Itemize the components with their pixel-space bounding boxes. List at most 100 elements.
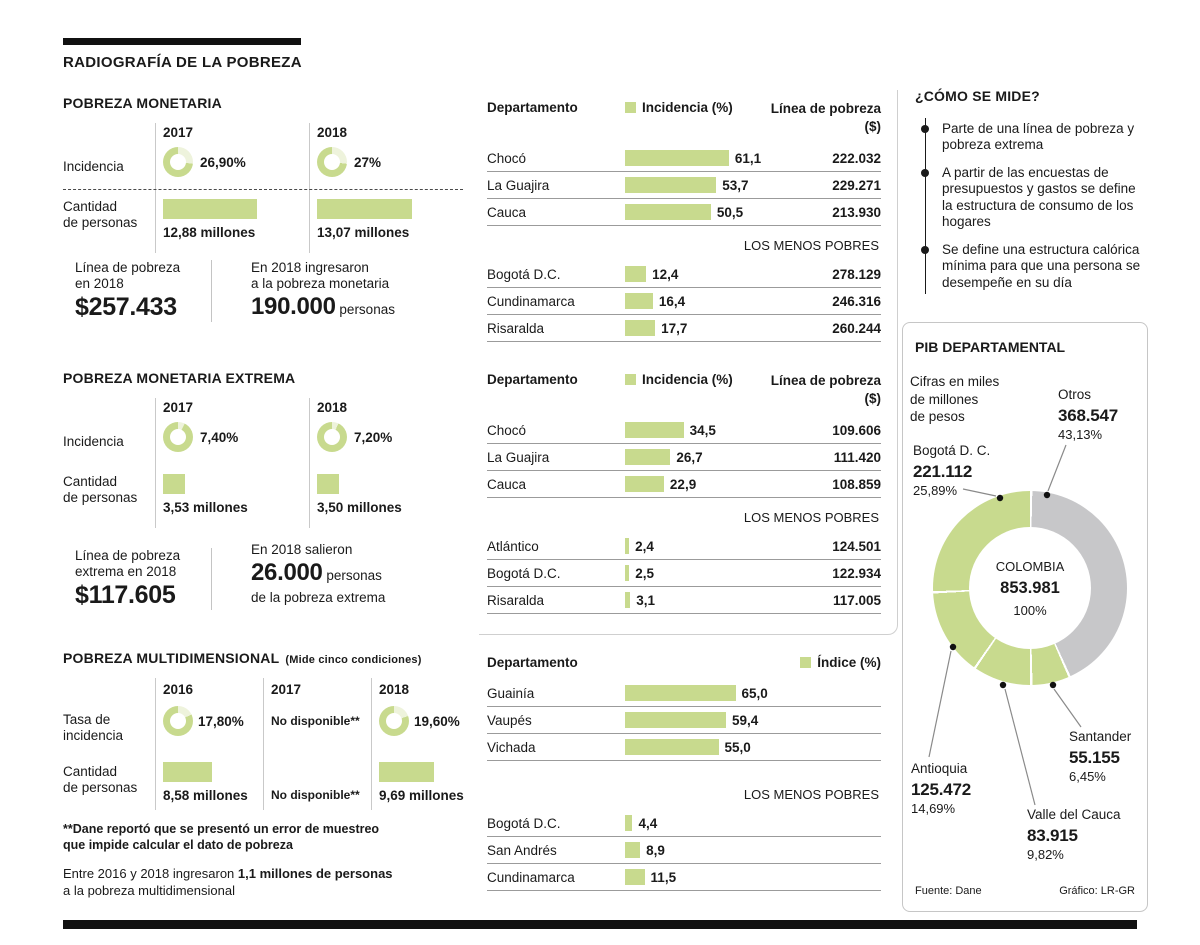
footer-rule <box>63 920 1137 929</box>
cantidad-value-2018: 9,69 millones <box>379 788 464 803</box>
pib-subtitle-line3: de pesos <box>910 409 965 425</box>
table-row: Atlántico 2,4 124.501 <box>487 533 881 561</box>
slice-name: Antioquia <box>911 761 968 776</box>
section-title-text: POBREZA MONETARIA EXTREMA <box>63 370 296 386</box>
row-value: 16,4 <box>658 293 686 309</box>
center-value: 853.981 <box>1000 578 1060 597</box>
table-pobreza-monetaria: Departamento Incidencia (%) Línea de pob… <box>487 100 881 343</box>
row-name: Cundinamarca <box>487 869 575 885</box>
row-bar <box>625 266 647 283</box>
tasa-donut-2016 <box>163 706 193 736</box>
year-label-2017: 2017 <box>271 682 302 697</box>
row-value: 53,7 <box>722 177 749 193</box>
col-incidencia: Incidencia (%) <box>625 100 733 115</box>
table-row: Cauca 22,9 108.859 <box>487 471 881 499</box>
cantidad-bar-2016 <box>163 762 212 782</box>
row-linea: 108.859 <box>832 476 881 492</box>
column-divider <box>371 678 372 810</box>
slice-percent: 25,89% <box>913 483 958 499</box>
source-credit: Fuente: Dane <box>915 885 982 897</box>
linea-pobreza-value: $257.433 <box>75 293 177 321</box>
bullet-item: Parte de una línea de pobreza y pobreza … <box>921 121 1144 154</box>
linea-pobreza-value: $117.605 <box>75 581 176 609</box>
row-name: Cundinamarca <box>487 293 575 309</box>
bullet-text: Se define una estructura calórica mínima… <box>942 241 1141 290</box>
section-pobreza-monetaria: POBREZA MONETARIA 2017 2018 Incidencia 2… <box>63 95 475 360</box>
slice-value: 368.547 <box>1058 405 1119 425</box>
row-name: La Guajira <box>487 177 550 193</box>
nota-big-value: 26.000 <box>251 559 323 586</box>
row-value: 4,4 <box>638 815 658 831</box>
column-divider <box>309 398 310 528</box>
table-row: Bogotá D.C. 4,4 <box>487 810 881 837</box>
row-bar <box>625 293 653 310</box>
row-value: 8,9 <box>646 842 665 858</box>
row-name: San Andrés <box>487 842 557 858</box>
table-row: Cundinamarca 11,5 <box>487 864 881 891</box>
cantidad-label-line2: de personas <box>63 490 138 506</box>
linea-pobreza-line1: Línea de pobreza <box>75 548 181 563</box>
dashed-separator <box>63 189 463 190</box>
year-label-2018: 2018 <box>317 400 348 415</box>
nota-big-row: 190.000 personas <box>251 293 395 321</box>
nota-line2: de la pobreza extrema <box>251 590 386 605</box>
row-name: Chocó <box>487 422 527 438</box>
slice-percent: 14,69% <box>911 801 956 817</box>
col-linea-line1: Línea de pobreza <box>770 101 881 116</box>
los-menos-pobres-label: LOS MENOS POBRES <box>743 787 879 802</box>
col-linea-line2: ($) <box>864 390 882 406</box>
col-departamento: Departamento <box>487 100 578 115</box>
section-subtitle: (Mide cinco condiciones) <box>285 654 422 666</box>
row-name: Guainía <box>487 685 535 701</box>
bullet-list: Parte de una línea de pobreza y pobreza … <box>921 118 1155 295</box>
cantidad-bar-2018 <box>317 199 413 219</box>
row-linea: 109.606 <box>832 422 881 438</box>
cantidad-nodata-2017: No disponible** <box>271 788 360 802</box>
year-label-2016: 2016 <box>163 682 194 697</box>
linea-pobreza-line1: Línea de pobreza <box>75 260 181 275</box>
col-incidencia-label: Incidencia (%) <box>642 100 733 115</box>
table-row: La Guajira 53,7 229.271 <box>487 172 881 200</box>
section-title: POBREZA MONETARIA <box>63 95 475 111</box>
incidencia-value-2018: 7,20% <box>354 430 393 445</box>
los-menos-pobres-label: LOS MENOS POBRES <box>743 238 879 254</box>
table-pobreza-extrema: Departamento Incidencia (%) Línea de pob… <box>487 372 882 615</box>
year-label-2018: 2018 <box>379 682 410 697</box>
cantidad-value-2016: 8,58 millones <box>163 788 248 803</box>
incidencia-donut-2017 <box>163 147 193 177</box>
row-name: Cauca <box>487 476 527 492</box>
row-bar <box>625 449 671 466</box>
row-value: 3,1 <box>636 592 656 608</box>
pib-label-antioquia: Antioquia 125.472 14,69% <box>911 761 971 817</box>
row-bar <box>625 592 631 609</box>
cantidad-bar-2018 <box>317 474 339 494</box>
row-linea: 111.420 <box>833 449 881 465</box>
incidencia-value-2018: 27% <box>354 155 382 170</box>
row-bar <box>625 815 633 831</box>
slice-name: Valle del Cauca <box>1027 807 1121 822</box>
pib-footer: Fuente: Dane Gráfico: LR-GR <box>915 885 1135 897</box>
col-departamento: Departamento <box>487 655 578 670</box>
row-linea: 278.129 <box>832 266 881 282</box>
bullet-dot <box>921 168 929 177</box>
table-row: Cundinamarca 16,4 246.316 <box>487 288 881 316</box>
row-value: 61,1 <box>734 150 762 166</box>
cantidad-label-line1: Cantidad <box>63 764 118 779</box>
pib-label-bogota: Bogotá D. C. 221.112 25,89% <box>913 443 990 499</box>
row-linea: 222.032 <box>832 150 881 166</box>
table-pobreza-multidimensional: Departamento Índice (%) Guainía 65,0 Vau… <box>487 655 881 891</box>
col-departamento: Departamento <box>487 372 578 387</box>
pib-departamental-panel: PIB DEPARTAMENTAL Cifras en miles de mil… <box>902 322 1148 912</box>
row-bar <box>625 685 736 701</box>
center-percent: 100% <box>1013 602 1047 618</box>
slice-percent: 43,13% <box>1058 427 1103 443</box>
tasa-label-line2: incidencia <box>63 728 124 744</box>
row-name: Atlántico <box>487 538 539 554</box>
pib-label-otros: Otros 368.547 43,13% <box>1058 387 1118 443</box>
incidencia-row-label: Incidencia <box>63 434 124 449</box>
table-row: Guainía 65,0 <box>487 680 881 707</box>
cantidad-value-2018: 3,50 millones <box>317 500 402 515</box>
linea-pobreza-line2: extrema en 2018 <box>75 564 177 579</box>
row-value: 22,9 <box>669 476 697 492</box>
row-bar <box>625 150 729 167</box>
